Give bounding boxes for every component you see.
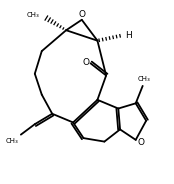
- Text: H: H: [125, 31, 132, 40]
- Text: O: O: [137, 138, 144, 147]
- Text: O: O: [78, 10, 85, 20]
- Text: CH₃: CH₃: [6, 138, 18, 144]
- Text: CH₃: CH₃: [26, 12, 39, 17]
- Text: CH₃: CH₃: [137, 76, 150, 82]
- Text: O: O: [82, 58, 89, 67]
